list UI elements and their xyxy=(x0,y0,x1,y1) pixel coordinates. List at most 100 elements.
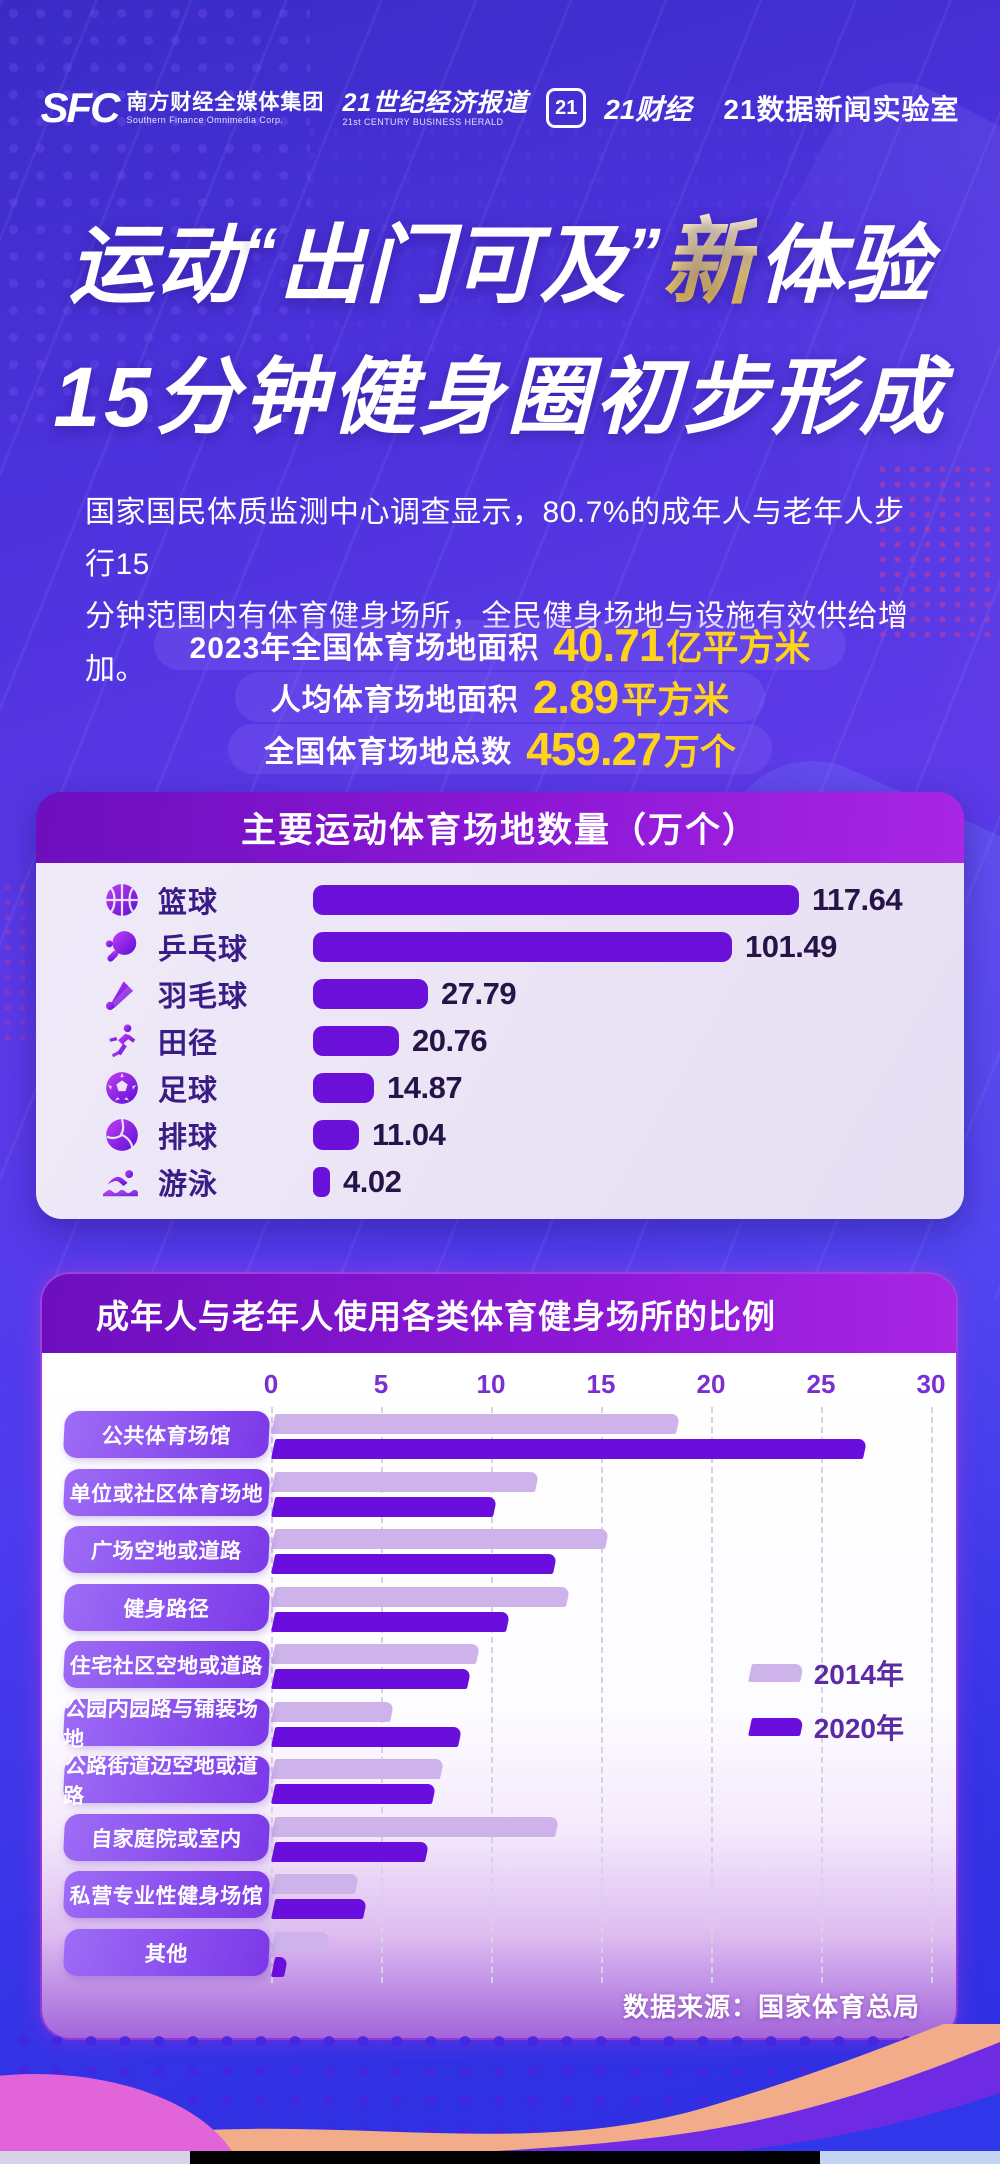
bar-2020 xyxy=(271,1726,463,1747)
facility-label: 游泳 xyxy=(158,1168,219,1201)
title-prefix: 运动 xyxy=(68,218,243,314)
stat-pill: 2023年全国体育场地面积 40.71 亿平方米 xyxy=(153,619,847,671)
bar-2020 xyxy=(271,1784,437,1804)
basketball-icon xyxy=(102,880,142,920)
usage-category-pill: 私营专业性健身场馆 xyxy=(62,1871,271,1918)
title-highlight-xin: 新 xyxy=(661,210,758,316)
gridline xyxy=(601,1407,603,1983)
bar-2014 xyxy=(271,1816,560,1837)
soccer-icon xyxy=(102,1068,142,1108)
axis-tick-label: 20 xyxy=(696,1369,726,1399)
usage-row: 健身路径 xyxy=(42,1582,956,1640)
sfc-name-block: 南方财经全媒体集团 Southern Finance Omnimedia Cor… xyxy=(126,91,324,125)
swimming-icon xyxy=(102,1162,142,1202)
stat-label: 人均体育场地面积 xyxy=(270,684,519,717)
box-21-logo: 21 xyxy=(546,88,587,128)
herald-name: 21世纪经济报道 xyxy=(342,88,529,117)
intro-line1: 国家国民体质监测中心调查显示，80.7%的成年人与老年人步行15 xyxy=(85,496,905,582)
title-quoted: 出门可及 xyxy=(278,218,627,314)
bar-2020 xyxy=(271,1554,558,1574)
facility-label: 羽毛球 xyxy=(158,980,249,1013)
legend-label: 2020年 xyxy=(813,1713,904,1744)
gridline xyxy=(381,1407,383,1983)
facility-value: 11.04 xyxy=(372,1116,446,1152)
usage-row: 其他 xyxy=(42,1927,956,1985)
bottom-swoosh-graphic xyxy=(0,2024,1000,2164)
facility-label: 足球 xyxy=(158,1074,219,1107)
data-source-note: 数据来源：国家体育总局 xyxy=(622,1992,920,2022)
main-title-line2: 15分钟健身圈初步形成 xyxy=(53,350,947,444)
bar-2014 xyxy=(271,1701,395,1722)
gridline xyxy=(491,1407,493,1983)
facility-row: 田径 20.76 xyxy=(36,1017,964,1064)
bottom-strip xyxy=(0,2151,1000,2164)
facility-label: 田径 xyxy=(158,1027,219,1060)
close-quote: ” xyxy=(626,213,662,291)
stat-unit: 平方米 xyxy=(621,679,730,720)
gridline xyxy=(711,1407,713,1983)
usage-row: 公共体育场馆 xyxy=(42,1409,956,1467)
facility-label: 排球 xyxy=(158,1121,219,1154)
legend-label: 2014年 xyxy=(813,1659,904,1690)
facility-row: 篮球 117.64 xyxy=(36,876,964,923)
bar-2020 xyxy=(271,1439,868,1459)
table-tennis-icon xyxy=(102,927,142,967)
facility-row: 乒乓球 101.49 xyxy=(36,923,964,970)
stat-label: 2023年全国体育场地面积 xyxy=(189,632,540,665)
usage-row: 单位或社区体育场地 xyxy=(42,1467,956,1525)
usage-category-pill: 自家庭院或室内 xyxy=(62,1813,271,1861)
21-data-news-lab-logo: 21数据新闻实验室 xyxy=(723,94,960,125)
axis-tick-label: 30 xyxy=(916,1369,946,1399)
facility-row: 羽毛球 27.79 xyxy=(36,970,964,1017)
bar-2014 xyxy=(271,1644,481,1664)
facility-row: 排球 11.04 xyxy=(36,1111,964,1158)
intro-line2: 分钟范围内有体育健身场所，全民健身场地与设施有效供给增加。 xyxy=(85,600,909,686)
main-title-line1: 运动“出门可及”新体验 xyxy=(0,186,1000,323)
home-indicator-bar xyxy=(190,2151,820,2164)
facility-bar xyxy=(313,1166,330,1197)
facility-value: 27.79 xyxy=(441,975,517,1011)
bar-2020 xyxy=(271,1956,289,1977)
usage-row: 自家庭院或室内 xyxy=(42,1812,956,1870)
sfc-subtitle: Southern Finance Omnimedia Corp. xyxy=(126,114,284,125)
facility-value: 14.87 xyxy=(387,1069,463,1105)
usage-category-pill: 公共体育场馆 xyxy=(62,1411,271,1458)
facility-bar xyxy=(313,1119,359,1150)
facility-bar xyxy=(313,931,732,962)
facility-value: 20.76 xyxy=(412,1022,488,1058)
stat-value: 2.89 xyxy=(532,671,620,723)
legend-swatch-2014 xyxy=(747,1664,804,1682)
facility-value: 117.64 xyxy=(812,881,903,917)
bar-2020 xyxy=(271,1841,430,1862)
key-stats: 2023年全国体育场地面积 40.71 亿平方米 人均体育场地面积 2.89 平方米 全国体… xyxy=(0,619,1000,775)
bar-2020 xyxy=(271,1496,498,1517)
facility-row: 足球 14.87 xyxy=(36,1064,964,1111)
facility-value: 4.02 xyxy=(343,1163,402,1199)
gridline xyxy=(271,1407,273,1983)
herald-logo-group: 21世纪经济报道 21st CENTURY BUSINESS HERALD xyxy=(342,89,528,127)
facility-label: 篮球 xyxy=(158,886,219,919)
intro-paragraph: 国家国民体质监测中心调查显示，80.7%的成年人与老年人步行15 分钟范围内有体育… xyxy=(85,487,917,696)
facility-bar xyxy=(313,1025,399,1056)
sfc-name: 南方财经全媒体集团 xyxy=(126,91,325,115)
facility-bar xyxy=(313,1072,374,1103)
title-suffix: 体验 xyxy=(757,218,932,314)
volleyball-icon xyxy=(102,1115,142,1155)
usage-category-pill: 其他 xyxy=(62,1928,271,1976)
bar-2020 xyxy=(271,1669,472,1689)
axis-tick-label: 10 xyxy=(476,1369,506,1399)
brand-header: SFC 南方财经全媒体集团 Southern Finance Omnimedia… xyxy=(0,84,1000,132)
bar-2020 xyxy=(271,1611,511,1632)
gridline xyxy=(821,1407,823,1983)
bar-2014 xyxy=(271,1874,360,1894)
axis-tick-label: 25 xyxy=(806,1369,836,1399)
usage-row: 广场空地或道路 xyxy=(42,1524,956,1582)
stat-value: 40.71 xyxy=(553,619,664,671)
facilities-chart-body: 篮球 117.64 乒乓球 101.49 羽毛球 27.79 田径 20.76 足球 14.87 排… xyxy=(36,863,964,1219)
usage-category-pill: 住宅社区空地或道路 xyxy=(62,1641,271,1688)
facility-label: 乒乓球 xyxy=(158,933,249,966)
facility-bar xyxy=(313,978,428,1009)
stat-pill: 人均体育场地面积 2.89 平方米 xyxy=(234,671,766,723)
usage-row: 私营专业性健身场馆 xyxy=(42,1869,956,1927)
